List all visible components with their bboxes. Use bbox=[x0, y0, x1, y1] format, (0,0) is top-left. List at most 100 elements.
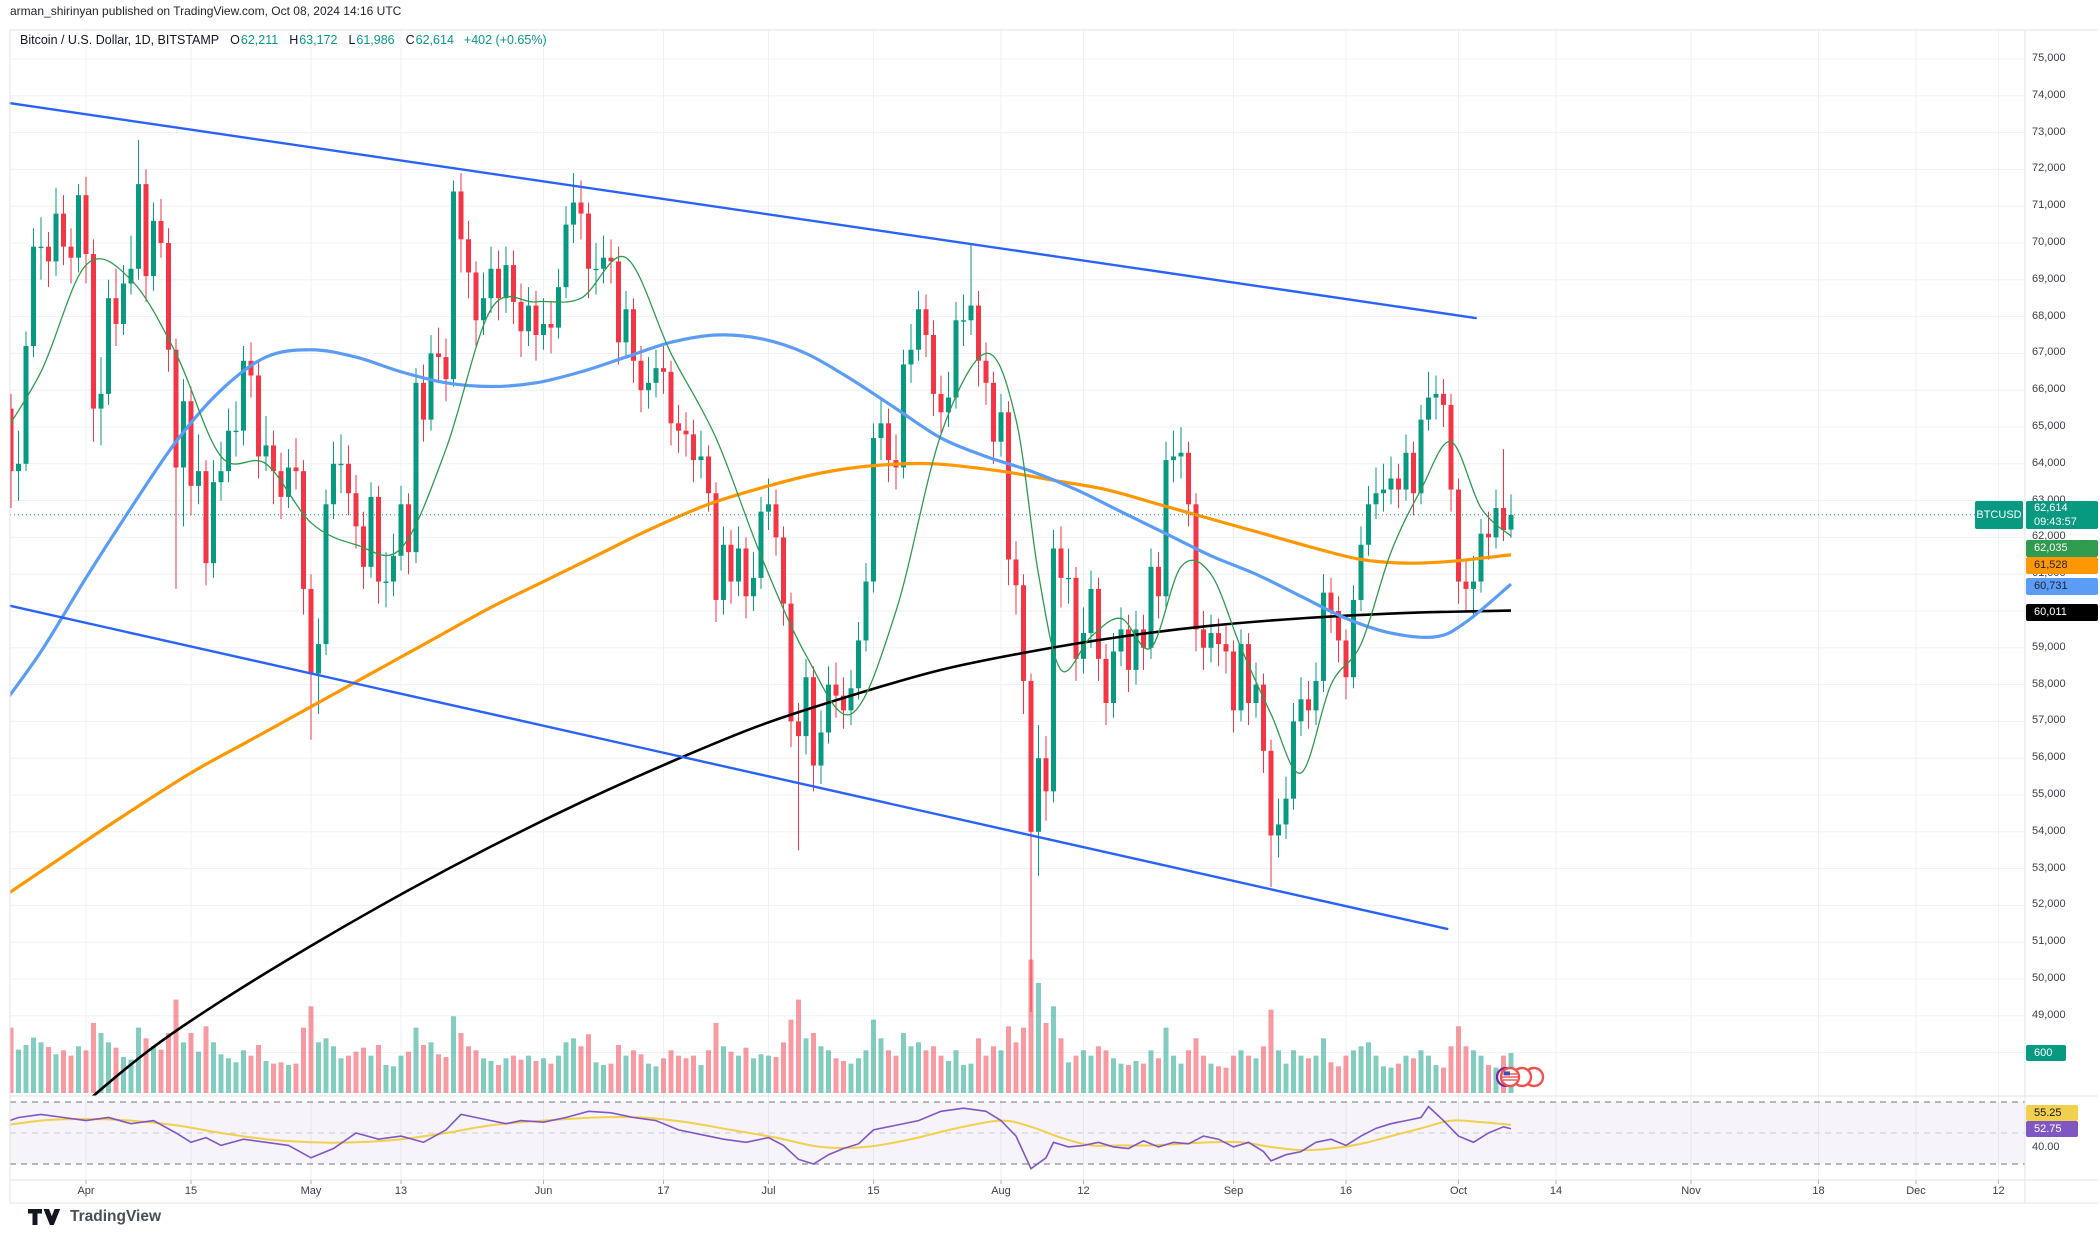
candle-body bbox=[1141, 629, 1146, 648]
volume-bar bbox=[428, 1042, 434, 1093]
volume-series bbox=[1, 959, 1514, 1094]
candle-body bbox=[503, 265, 509, 299]
volume-bar bbox=[811, 1032, 816, 1093]
candle-body bbox=[1403, 452, 1409, 490]
time-tick-label: 15 bbox=[867, 1185, 880, 1197]
volume-bar bbox=[1373, 1055, 1379, 1093]
volume-bar bbox=[421, 1044, 426, 1093]
volume-bar bbox=[301, 1027, 306, 1093]
volume-bar bbox=[1013, 1042, 1019, 1093]
rsi-ma-badge: 55.25 bbox=[2026, 1105, 2078, 1121]
price-tick-label: 65,000 bbox=[2032, 420, 2066, 432]
candle-body bbox=[1351, 599, 1356, 678]
volume-bar bbox=[53, 1054, 59, 1093]
candle-body bbox=[886, 423, 891, 461]
candle-body bbox=[241, 360, 246, 431]
volume-bar bbox=[1336, 1066, 1341, 1093]
volume-bar bbox=[1276, 1050, 1281, 1093]
tradingview-logo-icon bbox=[28, 1209, 61, 1225]
price-tick-label: 74,000 bbox=[2032, 88, 2066, 101]
candle-body bbox=[1223, 644, 1229, 652]
candle-body bbox=[908, 349, 914, 365]
volume-bar bbox=[541, 1058, 546, 1093]
candle-body bbox=[1321, 592, 1326, 681]
candle-body bbox=[773, 504, 779, 538]
tradingview-footer[interactable]: TradingView bbox=[28, 1208, 161, 1226]
candle-body bbox=[188, 401, 194, 486]
candle-body bbox=[841, 695, 846, 711]
symbol-logo-icon bbox=[1495, 1066, 1545, 1088]
volume-bar bbox=[526, 1055, 531, 1093]
candle-body bbox=[46, 246, 51, 262]
price-tick-label: 53,000 bbox=[2032, 861, 2066, 874]
volume-bar bbox=[803, 1038, 809, 1093]
candle-body bbox=[1253, 684, 1259, 703]
volume-bar bbox=[233, 1062, 239, 1093]
volume-bar bbox=[31, 1037, 36, 1093]
candle-body bbox=[278, 471, 284, 497]
volume-bar bbox=[481, 1058, 486, 1093]
volume-bar bbox=[991, 1046, 996, 1093]
price-tick-label: 73,000 bbox=[2032, 125, 2066, 138]
candle-body bbox=[676, 423, 681, 431]
candle-body bbox=[488, 268, 494, 299]
candle-body bbox=[796, 721, 801, 737]
volume-bar bbox=[398, 1055, 404, 1093]
volume-bar bbox=[1, 1010, 6, 1093]
volume-bar bbox=[173, 999, 179, 1093]
candle-body bbox=[1276, 824, 1281, 836]
candle-body bbox=[323, 504, 329, 645]
candle-body bbox=[586, 213, 591, 269]
volume-bar bbox=[23, 1044, 29, 1093]
lower-channel-line[interactable] bbox=[9, 604, 1449, 931]
candle-body bbox=[1313, 680, 1319, 711]
time-tick-label: 15 bbox=[184, 1185, 198, 1197]
candle-body bbox=[751, 577, 756, 597]
volume-bar bbox=[1238, 1050, 1244, 1093]
volume-bar bbox=[938, 1055, 944, 1093]
volume-bar bbox=[616, 1044, 621, 1093]
volume-bar bbox=[1066, 1062, 1071, 1093]
published-caption: arman_shirinyan published on TradingView… bbox=[10, 4, 402, 18]
volume-bar bbox=[1456, 1026, 1461, 1093]
volume-bar bbox=[1216, 1066, 1221, 1093]
volume-bar bbox=[188, 1032, 194, 1093]
volume-bar bbox=[1448, 1046, 1454, 1093]
volume-bar bbox=[1171, 1055, 1176, 1093]
volume-bar bbox=[1433, 1064, 1439, 1093]
candle-body bbox=[938, 393, 944, 413]
volume-bar bbox=[638, 1054, 644, 1093]
volume-bar bbox=[1036, 982, 1041, 1093]
candle-body bbox=[1058, 548, 1064, 578]
price-tick-label: 67,000 bbox=[2032, 346, 2066, 359]
volume-bar bbox=[1478, 1055, 1484, 1093]
candle-body bbox=[166, 243, 171, 350]
volume-bar bbox=[226, 1058, 231, 1093]
price-tick-label: 55,000 bbox=[2032, 788, 2066, 800]
volume-bar bbox=[758, 1054, 764, 1093]
candle-body bbox=[818, 732, 824, 766]
candle-body bbox=[1073, 577, 1079, 659]
volume-bar bbox=[473, 1050, 479, 1093]
price-tick-label: 59,000 bbox=[2032, 640, 2066, 653]
candle-body bbox=[293, 467, 299, 472]
volume-bar bbox=[436, 1054, 441, 1093]
volume-bar bbox=[10, 1027, 14, 1093]
candle-body bbox=[803, 677, 809, 737]
candle-body bbox=[1021, 585, 1026, 681]
volume-bar bbox=[1208, 1063, 1214, 1093]
volume-bar bbox=[1381, 1066, 1386, 1093]
candle-body bbox=[713, 493, 719, 600]
volume-bar bbox=[1193, 1038, 1199, 1093]
volume-bar bbox=[1133, 1060, 1139, 1093]
volume-bar bbox=[1291, 1050, 1296, 1093]
upper-channel-line[interactable] bbox=[9, 101, 1477, 320]
candle-body bbox=[638, 360, 644, 391]
candle-body bbox=[1501, 507, 1506, 531]
candle-body bbox=[518, 301, 524, 332]
volume-bar bbox=[338, 1058, 344, 1093]
candle-body bbox=[1381, 489, 1386, 494]
candle-body bbox=[788, 603, 794, 722]
volume-bar bbox=[136, 1027, 141, 1093]
